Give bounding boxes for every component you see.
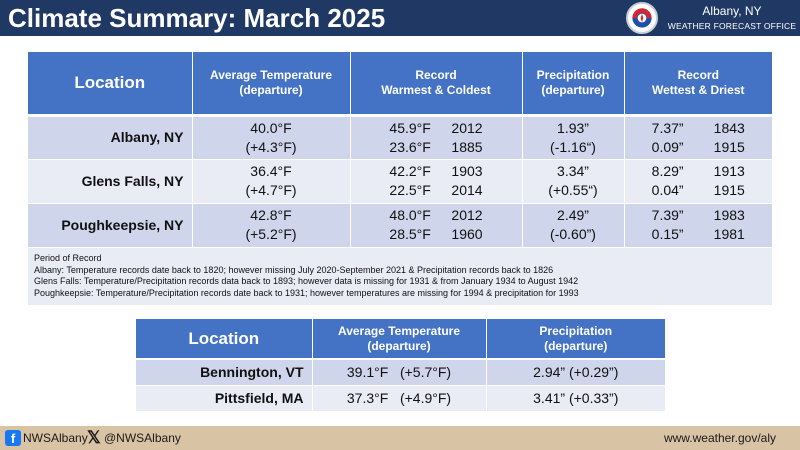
wettest-year: 1843: [713, 119, 745, 136]
location-cell: Albany, NY: [28, 115, 192, 160]
driest-year: 1981: [713, 226, 745, 242]
precip: 2.49”: [557, 207, 589, 223]
table-header-row: Location Average Temperature (departure)…: [28, 52, 772, 117]
notes-row: Period of Record Albany: Temperature rec…: [28, 247, 772, 306]
driest-value: 0.09”: [651, 138, 684, 155]
office-name: WEATHER FORECAST OFFICE: [667, 21, 797, 31]
wettest-value: 7.39”: [651, 207, 684, 223]
record-precip-cell: 7.37” 1843 0.09” 1915: [623, 115, 772, 160]
header-precip: Precipitation (departure): [521, 52, 624, 117]
precip-departure: (-1.16“): [550, 138, 596, 155]
header-precip: Precipitation (departure): [485, 319, 665, 360]
coldest-value: 23.6°F: [389, 138, 431, 155]
header-location: Location: [28, 52, 192, 117]
notes-heading: Period of Record: [34, 253, 102, 263]
record-precip-cell: 7.39” 1983 0.15” 1981: [623, 203, 772, 248]
avg-temp-cell: 36.4°F (+4.7°F): [191, 159, 350, 204]
driest-value: 0.04”: [651, 182, 684, 198]
record-temp-cell: 45.9°F 2012 23.6°F 1885: [349, 115, 522, 160]
notes-albany: Albany: Temperature records date back to…: [34, 264, 554, 275]
temp-departure: (+4.7°F): [245, 182, 297, 198]
warmest-year: 2012: [451, 119, 483, 136]
avg-temp: 37.3°F: [346, 390, 389, 406]
record-precip-cell: 8.29” 1913 0.04” 1915: [623, 159, 772, 204]
coldest-value: 28.5°F: [389, 226, 431, 242]
precip: 3.34”: [557, 163, 589, 179]
location-cell: Glens Falls, NY: [28, 159, 192, 204]
avg-temp: 36.4°F: [250, 163, 292, 179]
precip-cell: 1.93” (-1.16“): [521, 115, 624, 160]
period-of-record-notes: Period of Record Albany: Temperature rec…: [28, 247, 772, 306]
wettest-year: 1913: [713, 163, 745, 179]
temp-departure: (+5.2°F): [245, 226, 297, 242]
table-row: Bennington, VT 39.1°F (+5.7°F) 2.94” (+0…: [136, 359, 665, 386]
driest-year: 1915: [713, 182, 745, 198]
x-handle[interactable]: @NWSAlbany: [104, 431, 181, 445]
table-header-row: Location Average Temperature (departure)…: [136, 319, 665, 360]
header-record-precip: Record Wettest & Driest: [623, 52, 772, 117]
table-row: Poughkeepsie, NY 42.8°F (+5.2°F) 48.0°F 2…: [28, 203, 772, 248]
facebook-handle[interactable]: NWSAlbany: [23, 431, 88, 445]
coldest-year: 1885: [451, 138, 483, 155]
warmest-value: 45.9°F: [389, 119, 431, 136]
header-avg-temp: Average Temperature (departure): [311, 319, 486, 360]
location-cell: Pittsfield, MA: [136, 385, 312, 412]
table-row: Glens Falls, NY 36.4°F (+4.7°F) 42.2°F 19…: [28, 159, 772, 204]
coldest-year: 2014: [451, 182, 483, 198]
precip-cell: 3.41” (+0.33”): [485, 385, 665, 412]
warmest-value: 48.0°F: [389, 207, 431, 223]
avg-temp-cell: 40.0°F (+4.3°F): [191, 115, 350, 160]
temp-departure: (+4.3°F): [245, 138, 297, 155]
office-block: Albany, NY WEATHER FORECAST OFFICE: [664, 0, 800, 36]
precip-departure: (-0.60”): [550, 226, 596, 242]
coldest-value: 22.5°F: [389, 182, 431, 198]
office-city: Albany, NY: [702, 4, 762, 18]
warmest-value: 42.2°F: [389, 163, 431, 179]
x-icon[interactable]: 𝕏: [87, 428, 101, 447]
nws-logo-icon: [626, 2, 658, 34]
avg-temp: 42.8°F: [250, 207, 292, 223]
website-link[interactable]: www.weather.gov/aly: [663, 431, 776, 445]
climate-summary-table: Location Average Temperature (departure)…: [28, 52, 772, 306]
driest-year: 1915: [713, 138, 745, 155]
record-temp-cell: 42.2°F 1903 22.5°F 2014: [349, 159, 522, 204]
footer-bar: f NWSAlbany 𝕏 @NWSAlbany www.weather.gov…: [0, 426, 800, 450]
header-record-temp: Record Warmest & Coldest: [349, 52, 522, 117]
precip-cell: 3.34” (+0.55“): [521, 159, 624, 204]
avg-temp: 39.1°F: [346, 364, 389, 381]
coldest-year: 1960: [451, 226, 483, 242]
temp-departure: (+4.9°F): [399, 390, 452, 406]
header-location: Location: [136, 319, 312, 360]
warmest-year: 2012: [451, 207, 483, 223]
wettest-value: 8.29”: [651, 163, 684, 179]
wettest-year: 1983: [713, 207, 745, 223]
facebook-icon[interactable]: f: [5, 430, 21, 446]
table-row: Albany, NY 40.0°F (+4.3°F) 45.9°F 2012 23…: [28, 115, 772, 160]
page-title: Climate Summary: March 2025: [8, 3, 386, 33]
precip-cell: 2.94” (+0.29”): [485, 359, 665, 386]
table-row: Pittsfield, MA 37.3°F (+4.9°F) 3.41” (+0…: [136, 385, 665, 412]
driest-value: 0.15”: [651, 226, 684, 242]
additional-sites-table: Location Average Temperature (departure)…: [136, 319, 665, 412]
precip: 1.93”: [557, 119, 589, 136]
avg-temp: 40.0°F: [250, 119, 292, 136]
location-cell: Poughkeepsie, NY: [28, 203, 192, 248]
header-bar: Climate Summary: March 2025 Albany, NY W…: [0, 0, 800, 36]
warmest-year: 1903: [451, 163, 483, 179]
notes-glens-falls: Glens Falls: Temperature/Precipitation r…: [34, 276, 579, 286]
avg-temp-cell: 37.3°F (+4.9°F): [311, 385, 486, 412]
avg-temp-cell: 39.1°F (+5.7°F): [311, 359, 486, 386]
precip-departure: (+0.55“): [548, 182, 598, 198]
notes-poughkeepsie: Poughkeepsie: Temperature/Precipitation …: [34, 287, 579, 298]
record-temp-cell: 48.0°F 2012 28.5°F 1960: [349, 203, 522, 248]
avg-temp-cell: 42.8°F (+5.2°F): [191, 203, 350, 248]
wettest-value: 7.37”: [651, 119, 684, 136]
temp-departure: (+5.7°F): [399, 364, 452, 381]
precip-cell: 2.49” (-0.60”): [521, 203, 624, 248]
location-cell: Bennington, VT: [136, 359, 312, 386]
header-avg-temp: Average Temperature (departure): [191, 52, 350, 117]
